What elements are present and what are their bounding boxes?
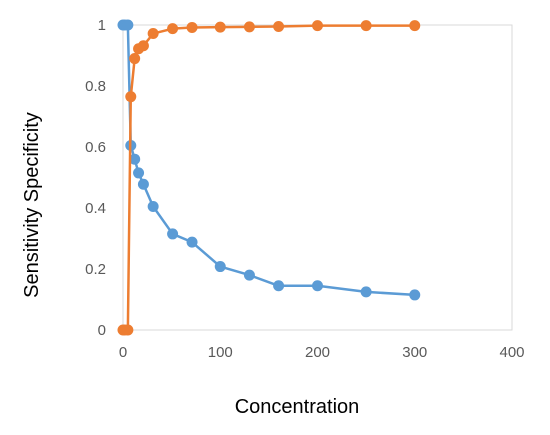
data-point <box>243 21 255 33</box>
data-point <box>129 153 141 165</box>
data-point <box>147 28 159 40</box>
x-tick-label: 0 <box>119 344 127 361</box>
data-point <box>167 23 179 35</box>
y-tick-label: 0.8 <box>85 78 106 95</box>
x-tick-label: 400 <box>499 344 524 361</box>
data-point <box>360 20 372 32</box>
data-point <box>137 40 149 52</box>
data-point <box>147 200 159 212</box>
data-point <box>186 21 198 33</box>
data-point <box>125 91 137 103</box>
series-line <box>123 24 415 332</box>
series-layer <box>117 19 421 336</box>
data-point <box>137 178 149 190</box>
x-tick-label: 100 <box>208 344 233 361</box>
x-axis-title: Concentration <box>235 396 360 418</box>
data-point <box>243 269 255 281</box>
y-tick-label: 0.4 <box>85 200 106 217</box>
data-point <box>273 280 285 292</box>
data-point <box>214 21 226 33</box>
data-point <box>129 53 141 65</box>
data-point <box>409 289 421 301</box>
y-tick-label: 1 <box>98 17 106 34</box>
y-tick-labels: 0 0.2 0.4 0.6 0.8 1 <box>85 17 106 339</box>
x-tick-label: 300 <box>402 344 427 361</box>
y-tick-label: 0.6 <box>85 139 106 156</box>
data-point <box>360 286 372 298</box>
data-point <box>312 280 323 292</box>
y-axis-title: Sensitivity Specificity <box>21 112 43 298</box>
data-point <box>409 20 421 32</box>
x-tick-label: 200 <box>305 344 330 361</box>
series-line <box>123 23 415 297</box>
series-2 <box>117 20 421 336</box>
data-point <box>312 20 323 32</box>
data-point <box>273 21 285 33</box>
data-point <box>122 19 134 31</box>
data-point <box>167 228 179 240</box>
y-tick-label: 0 <box>98 322 106 339</box>
y-tick-label: 0.2 <box>85 261 106 278</box>
series-1 <box>117 19 421 301</box>
data-point <box>122 324 134 336</box>
data-point <box>214 261 226 273</box>
data-point <box>133 167 145 179</box>
data-point <box>186 236 198 248</box>
x-tick-labels: 0 100 200 300 400 <box>119 344 525 361</box>
